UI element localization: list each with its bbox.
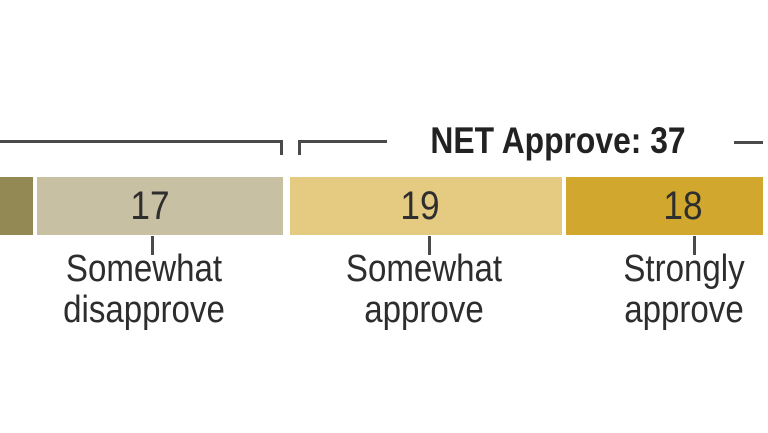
approve-bracket-line-right (734, 141, 763, 144)
bar-segment-strongly-approve (566, 177, 763, 235)
label-line: approve (624, 289, 744, 331)
approve-bracket-start-tick (298, 140, 301, 155)
approve-bracket-line-left (298, 140, 387, 143)
label-strongly-approve: Strongly approve (545, 249, 768, 331)
label-line: approve (364, 289, 484, 331)
value-somewhat-disapprove: 17 (130, 184, 170, 228)
bar-segment-cutoff (0, 177, 33, 235)
value-strongly-approve: 18 (663, 184, 703, 228)
label-tick-somewhat-approve (428, 236, 431, 255)
bar-segment-somewhat-approve (290, 177, 562, 235)
disapprove-bracket-end-tick (280, 140, 283, 155)
net-approve-annotation: NET Approve: 37 (430, 120, 686, 161)
label-tick-strongly-approve (693, 236, 696, 255)
label-line: Somewhat (345, 248, 503, 290)
label-line: Somewhat (65, 248, 223, 290)
disapprove-bracket-line (0, 140, 283, 143)
label-line: disapprove (63, 289, 225, 331)
label-tick-somewhat-disapprove (151, 236, 154, 255)
value-somewhat-approve: 19 (400, 184, 440, 228)
label-somewhat-disapprove: Somewhat disapprove (5, 249, 283, 331)
label-somewhat-approve: Somewhat approve (285, 249, 563, 331)
label-line: Strongly (623, 248, 745, 290)
bar-segment-somewhat-disapprove (37, 177, 283, 235)
